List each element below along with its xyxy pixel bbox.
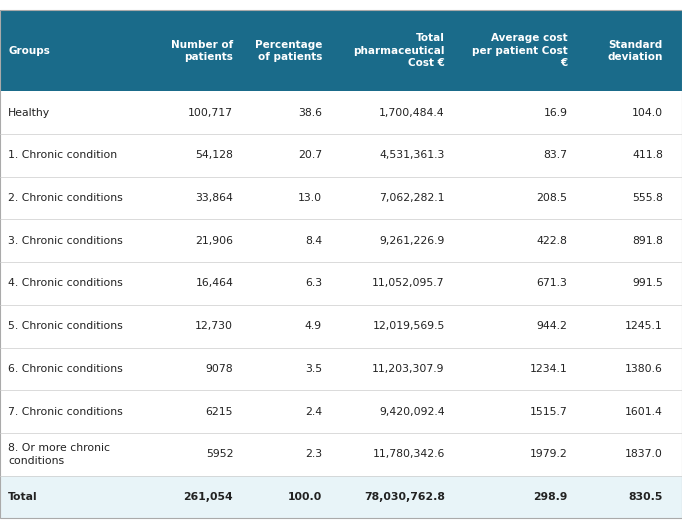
FancyBboxPatch shape <box>0 305 682 348</box>
Text: 100.0: 100.0 <box>288 492 322 502</box>
Text: 6215: 6215 <box>206 406 233 417</box>
Text: 4,531,361.3: 4,531,361.3 <box>379 150 445 160</box>
Text: 12,019,569.5: 12,019,569.5 <box>372 321 445 331</box>
Text: Percentage
of patients: Percentage of patients <box>254 40 322 62</box>
Text: 2.4: 2.4 <box>305 406 322 417</box>
Text: 21,906: 21,906 <box>195 235 233 246</box>
Text: 830.5: 830.5 <box>629 492 663 502</box>
Text: 1515.7: 1515.7 <box>530 406 567 417</box>
Text: 5. Chronic conditions: 5. Chronic conditions <box>8 321 123 331</box>
Text: 1234.1: 1234.1 <box>530 364 567 374</box>
Text: 422.8: 422.8 <box>537 235 567 246</box>
Text: 9078: 9078 <box>205 364 233 374</box>
Text: 2. Chronic conditions: 2. Chronic conditions <box>8 193 123 203</box>
Text: 13.0: 13.0 <box>298 193 322 203</box>
FancyBboxPatch shape <box>0 134 682 177</box>
Text: Healthy: Healthy <box>8 107 50 118</box>
Text: 555.8: 555.8 <box>632 193 663 203</box>
Text: 12,730: 12,730 <box>195 321 233 331</box>
FancyBboxPatch shape <box>0 390 682 433</box>
Text: Average cost
per patient Cost
€: Average cost per patient Cost € <box>472 33 567 68</box>
Text: 11,052,095.7: 11,052,095.7 <box>372 278 445 289</box>
Text: 261,054: 261,054 <box>183 492 233 502</box>
Text: 3.5: 3.5 <box>305 364 322 374</box>
FancyBboxPatch shape <box>0 348 682 390</box>
FancyBboxPatch shape <box>0 219 682 262</box>
Text: 54,128: 54,128 <box>195 150 233 160</box>
Text: 1. Chronic condition: 1. Chronic condition <box>8 150 117 160</box>
Text: Groups: Groups <box>8 46 50 56</box>
Text: 11,780,342.6: 11,780,342.6 <box>372 449 445 460</box>
Text: 1245.1: 1245.1 <box>625 321 663 331</box>
Text: 1601.4: 1601.4 <box>625 406 663 417</box>
Text: 11,203,307.9: 11,203,307.9 <box>372 364 445 374</box>
Text: 1979.2: 1979.2 <box>530 449 567 460</box>
FancyBboxPatch shape <box>0 177 682 219</box>
Text: 78,030,762.8: 78,030,762.8 <box>364 492 445 502</box>
FancyBboxPatch shape <box>0 262 682 305</box>
Text: 944.2: 944.2 <box>537 321 567 331</box>
Text: 7. Chronic conditions: 7. Chronic conditions <box>8 406 123 417</box>
Text: 8. Or more chronic
conditions: 8. Or more chronic conditions <box>8 443 110 465</box>
Text: 6. Chronic conditions: 6. Chronic conditions <box>8 364 123 374</box>
Text: 16.9: 16.9 <box>544 107 567 118</box>
Text: 104.0: 104.0 <box>632 107 663 118</box>
Text: 298.9: 298.9 <box>533 492 567 502</box>
Text: 20.7: 20.7 <box>298 150 322 160</box>
Text: 38.6: 38.6 <box>298 107 322 118</box>
Text: 9,261,226.9: 9,261,226.9 <box>379 235 445 246</box>
Text: 8.4: 8.4 <box>305 235 322 246</box>
Text: 2.3: 2.3 <box>305 449 322 460</box>
Text: 671.3: 671.3 <box>537 278 567 289</box>
Text: 5952: 5952 <box>206 449 233 460</box>
FancyBboxPatch shape <box>0 476 682 518</box>
Text: 4. Chronic conditions: 4. Chronic conditions <box>8 278 123 289</box>
FancyBboxPatch shape <box>0 91 682 134</box>
Text: 1,700,484.4: 1,700,484.4 <box>379 107 445 118</box>
Text: Number of
patients: Number of patients <box>171 40 233 62</box>
FancyBboxPatch shape <box>0 433 682 476</box>
Text: 1837.0: 1837.0 <box>625 449 663 460</box>
Text: 208.5: 208.5 <box>537 193 567 203</box>
Text: 891.8: 891.8 <box>632 235 663 246</box>
Text: 7,062,282.1: 7,062,282.1 <box>379 193 445 203</box>
Text: Total: Total <box>8 492 38 502</box>
Text: 1380.6: 1380.6 <box>625 364 663 374</box>
Text: 3. Chronic conditions: 3. Chronic conditions <box>8 235 123 246</box>
Text: Standard
deviation: Standard deviation <box>608 40 663 62</box>
Text: 6.3: 6.3 <box>305 278 322 289</box>
Text: 4.9: 4.9 <box>305 321 322 331</box>
Text: 16,464: 16,464 <box>195 278 233 289</box>
Text: 33,864: 33,864 <box>195 193 233 203</box>
Text: 991.5: 991.5 <box>632 278 663 289</box>
Text: 9,420,092.4: 9,420,092.4 <box>379 406 445 417</box>
Text: 411.8: 411.8 <box>632 150 663 160</box>
Text: 100,717: 100,717 <box>188 107 233 118</box>
Text: 83.7: 83.7 <box>544 150 567 160</box>
Text: Total
pharmaceutical
Cost €: Total pharmaceutical Cost € <box>353 33 445 68</box>
FancyBboxPatch shape <box>0 10 682 91</box>
